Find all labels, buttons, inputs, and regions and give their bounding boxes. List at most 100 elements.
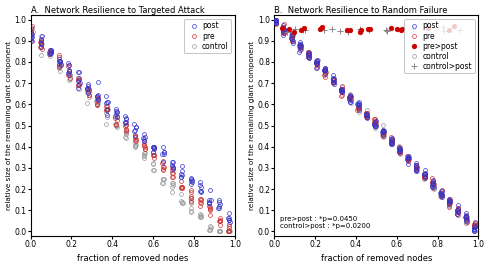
pre [271, 18, 277, 21]
Line: post: post [29, 26, 232, 224]
pre [471, 222, 477, 225]
pre>post [394, 28, 400, 31]
post [405, 156, 411, 159]
control [472, 225, 478, 228]
control [226, 230, 232, 233]
pre [373, 122, 379, 125]
control [207, 227, 213, 230]
control [306, 56, 312, 60]
pre>post [357, 30, 363, 33]
pre [29, 24, 35, 27]
control [472, 230, 478, 233]
control [471, 230, 477, 233]
control [131, 141, 137, 144]
Line: pre: pre [272, 18, 477, 228]
control>post [440, 25, 446, 29]
pre>post [291, 30, 297, 34]
control [355, 105, 361, 108]
post [48, 51, 54, 54]
post [290, 39, 295, 43]
pre>post [347, 28, 353, 31]
pre>post [399, 28, 405, 31]
Line: post: post [273, 18, 477, 233]
pre [225, 230, 231, 233]
control>post [302, 28, 308, 31]
pre>post [365, 28, 371, 31]
control [472, 224, 478, 227]
pre>post [279, 27, 285, 30]
control>post [457, 28, 463, 31]
pre [207, 213, 213, 216]
Legend: post, pre, pre>post, control, control>post: post, pre, pre>post, control, control>po… [404, 19, 475, 73]
pre>post [319, 26, 325, 29]
pre [397, 150, 403, 153]
control [347, 93, 353, 96]
Text: B.  Network Resilience to Random Failure: B. Network Resilience to Random Failure [274, 6, 448, 15]
control>post [320, 28, 326, 31]
X-axis label: fraction of removed nodes: fraction of removed nodes [320, 254, 432, 263]
control [29, 27, 35, 30]
Y-axis label: relative size of the remaining giant component: relative size of the remaining giant com… [249, 41, 255, 210]
control [123, 136, 129, 140]
pre>post [358, 28, 364, 31]
post [273, 18, 279, 21]
pre [315, 65, 320, 69]
control [142, 151, 148, 154]
pre [28, 40, 34, 43]
control>post [329, 27, 335, 30]
pre>post [317, 27, 322, 31]
control [306, 55, 312, 58]
pre>post [425, 26, 431, 29]
Line: pre>post: pre>post [279, 24, 457, 34]
Y-axis label: relative size of the remaining giant component: relative size of the remaining giant com… [5, 41, 12, 210]
X-axis label: fraction of removed nodes: fraction of removed nodes [77, 254, 189, 263]
pre>post [451, 25, 457, 28]
post [380, 131, 386, 134]
post [471, 229, 477, 233]
post [472, 220, 478, 223]
control>post [345, 31, 351, 34]
post [28, 27, 34, 30]
pre [280, 31, 286, 34]
Line: control>post: control>post [284, 24, 463, 35]
control>post [441, 30, 446, 33]
Text: pre>post : *p=0.0450
control>post : *p=0.0200: pre>post : *p=0.0450 control>post : *p=0… [280, 216, 371, 229]
control [94, 100, 99, 103]
pre [471, 224, 477, 228]
control>post [383, 28, 389, 31]
Line: control: control [272, 18, 477, 233]
control [272, 18, 278, 21]
pre>post [397, 28, 403, 31]
control [217, 230, 222, 233]
Legend: post, pre, control: post, pre, control [184, 19, 231, 53]
post [322, 66, 328, 70]
post [131, 123, 137, 126]
pre [388, 142, 393, 145]
pre [178, 186, 184, 189]
post [226, 216, 232, 219]
control>post [357, 28, 363, 31]
pre [226, 230, 232, 233]
control>post [284, 30, 290, 33]
pre [198, 198, 204, 201]
pre>post [297, 28, 303, 31]
post [179, 174, 185, 177]
post [29, 36, 35, 39]
Line: control: control [29, 27, 232, 233]
control>post [300, 29, 306, 32]
pre>post [446, 29, 452, 32]
control>post [293, 28, 298, 31]
control>post [366, 28, 371, 31]
post [207, 189, 213, 192]
post [471, 228, 477, 231]
control>post [337, 30, 343, 33]
pre>post [301, 26, 307, 30]
control>post [384, 29, 390, 32]
pre>post [367, 28, 373, 31]
post [273, 21, 279, 24]
control [170, 191, 175, 194]
pre>post [389, 26, 394, 29]
Line: pre: pre [29, 24, 231, 233]
pre [132, 135, 138, 139]
pre [198, 199, 204, 202]
